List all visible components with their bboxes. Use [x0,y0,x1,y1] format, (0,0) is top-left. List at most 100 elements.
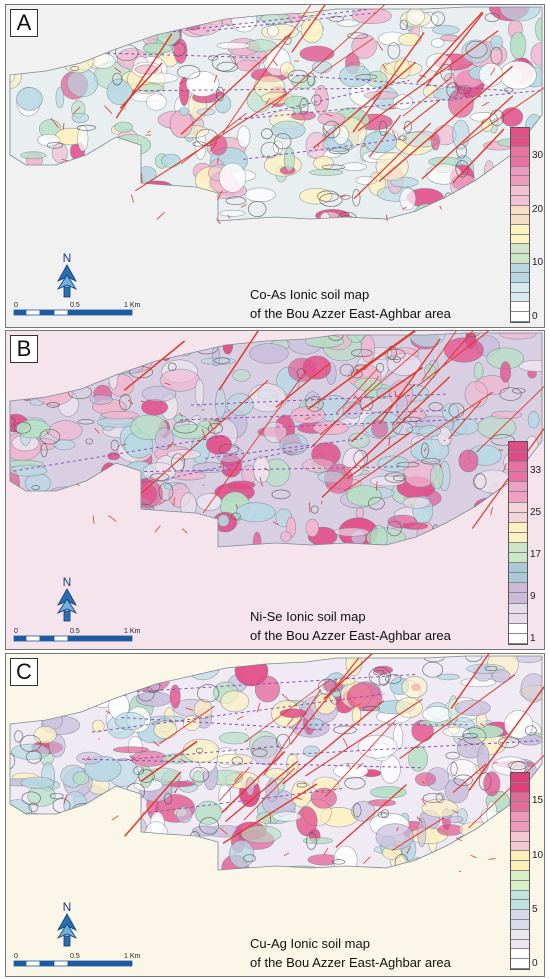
contour-blob [263,421,287,443]
contour-blob [221,333,232,345]
contour-blob [527,411,540,429]
contour-ring [525,725,537,736]
contour-ring [511,387,526,394]
contour-blob [284,95,309,109]
contour-blob [375,152,409,182]
contour-blob [144,821,169,850]
contour-ring [448,402,465,418]
contour-ring [381,809,390,819]
contour-blob [95,524,112,547]
legend-swatch [511,157,529,167]
contour-blob [222,337,234,355]
contour-blob [369,525,388,547]
contour-blob [402,522,429,530]
contour-blob [222,333,256,342]
fault-segment [63,794,68,805]
fault-segment [382,63,388,71]
contour-ring [296,782,308,788]
fault-segment [373,375,380,384]
contour-blob [174,10,197,18]
legend-color-bar [510,127,530,323]
fault-line [335,784,407,848]
scale-label: 1 Km [124,953,141,960]
contour-blob [56,511,94,522]
contour-blob [20,151,47,160]
fault-line [350,384,416,443]
contour-blob [10,464,48,477]
contour-blob [113,678,130,687]
contour-ring [216,86,225,102]
contour-blob [313,156,335,171]
fault-line [305,698,423,777]
fault-line [202,370,307,514]
contour-ring [306,832,317,850]
fault-segment [286,717,294,726]
contour-blob [401,676,428,699]
contour-ring [171,335,189,341]
fault-segment [53,406,55,409]
scale-bar: 0 0.5 1 Km [12,299,142,321]
fault-segment [147,130,151,133]
contour-ring [104,689,125,696]
contour-ring [387,520,402,537]
contour-blob [34,380,74,406]
contour-blob [296,806,318,837]
fault-segment [121,443,127,446]
fault-segment [241,203,247,208]
contour-ring [453,774,473,787]
contour-ring [22,173,36,186]
contour-ring [10,752,16,770]
contour-blob [237,125,251,149]
contour-blob [490,35,503,50]
contour-ring [46,142,64,149]
contour-ring [10,837,22,851]
contour-blob [66,68,99,98]
contour-blob [410,438,450,463]
contour-blob [261,23,299,40]
contour-ring [359,396,374,412]
legend-color-bar [508,441,528,645]
contour-blob [60,499,90,519]
contour-blob [114,121,134,133]
fault-line [416,11,483,83]
contour-ring [97,204,105,220]
fault-line [403,99,441,130]
contour-ring [352,803,362,818]
contour-blob [182,738,220,763]
fault-segment [178,412,183,418]
fault-segment [392,130,398,140]
legend-swatch [509,522,527,533]
fault-line [289,657,360,745]
legend-tick-label: 5 [532,903,538,915]
contour-ring [158,482,174,501]
contour-ring [490,46,503,65]
contour-ring [218,443,240,455]
contour-ring [171,188,196,205]
contour-ring [28,535,36,545]
contour-blob [484,160,495,184]
contour-blob [512,656,542,664]
dashed-boundary-line [91,693,385,733]
contour-ring [243,854,256,863]
contour-blob [171,424,209,440]
contour-blob [216,41,251,50]
contour-blob [535,17,542,41]
contour-blob [371,419,389,438]
legend-swatch [511,949,529,960]
dashed-boundary-line [205,438,363,459]
dashed-boundary-line [180,409,447,421]
contour-blob [10,811,19,823]
fault-line [321,376,451,498]
contour-blob [510,31,527,60]
fault-segment [233,771,243,782]
fault-segment [98,738,100,740]
legend-swatch [509,482,527,493]
contour-blob [115,333,127,338]
fault-line [320,38,374,75]
contour-blob [299,188,333,205]
contour-blob [112,746,150,753]
legend-swatch [511,215,529,225]
legend-swatch [511,186,529,196]
contour-ring [428,402,443,412]
legend-swatch [511,851,529,862]
